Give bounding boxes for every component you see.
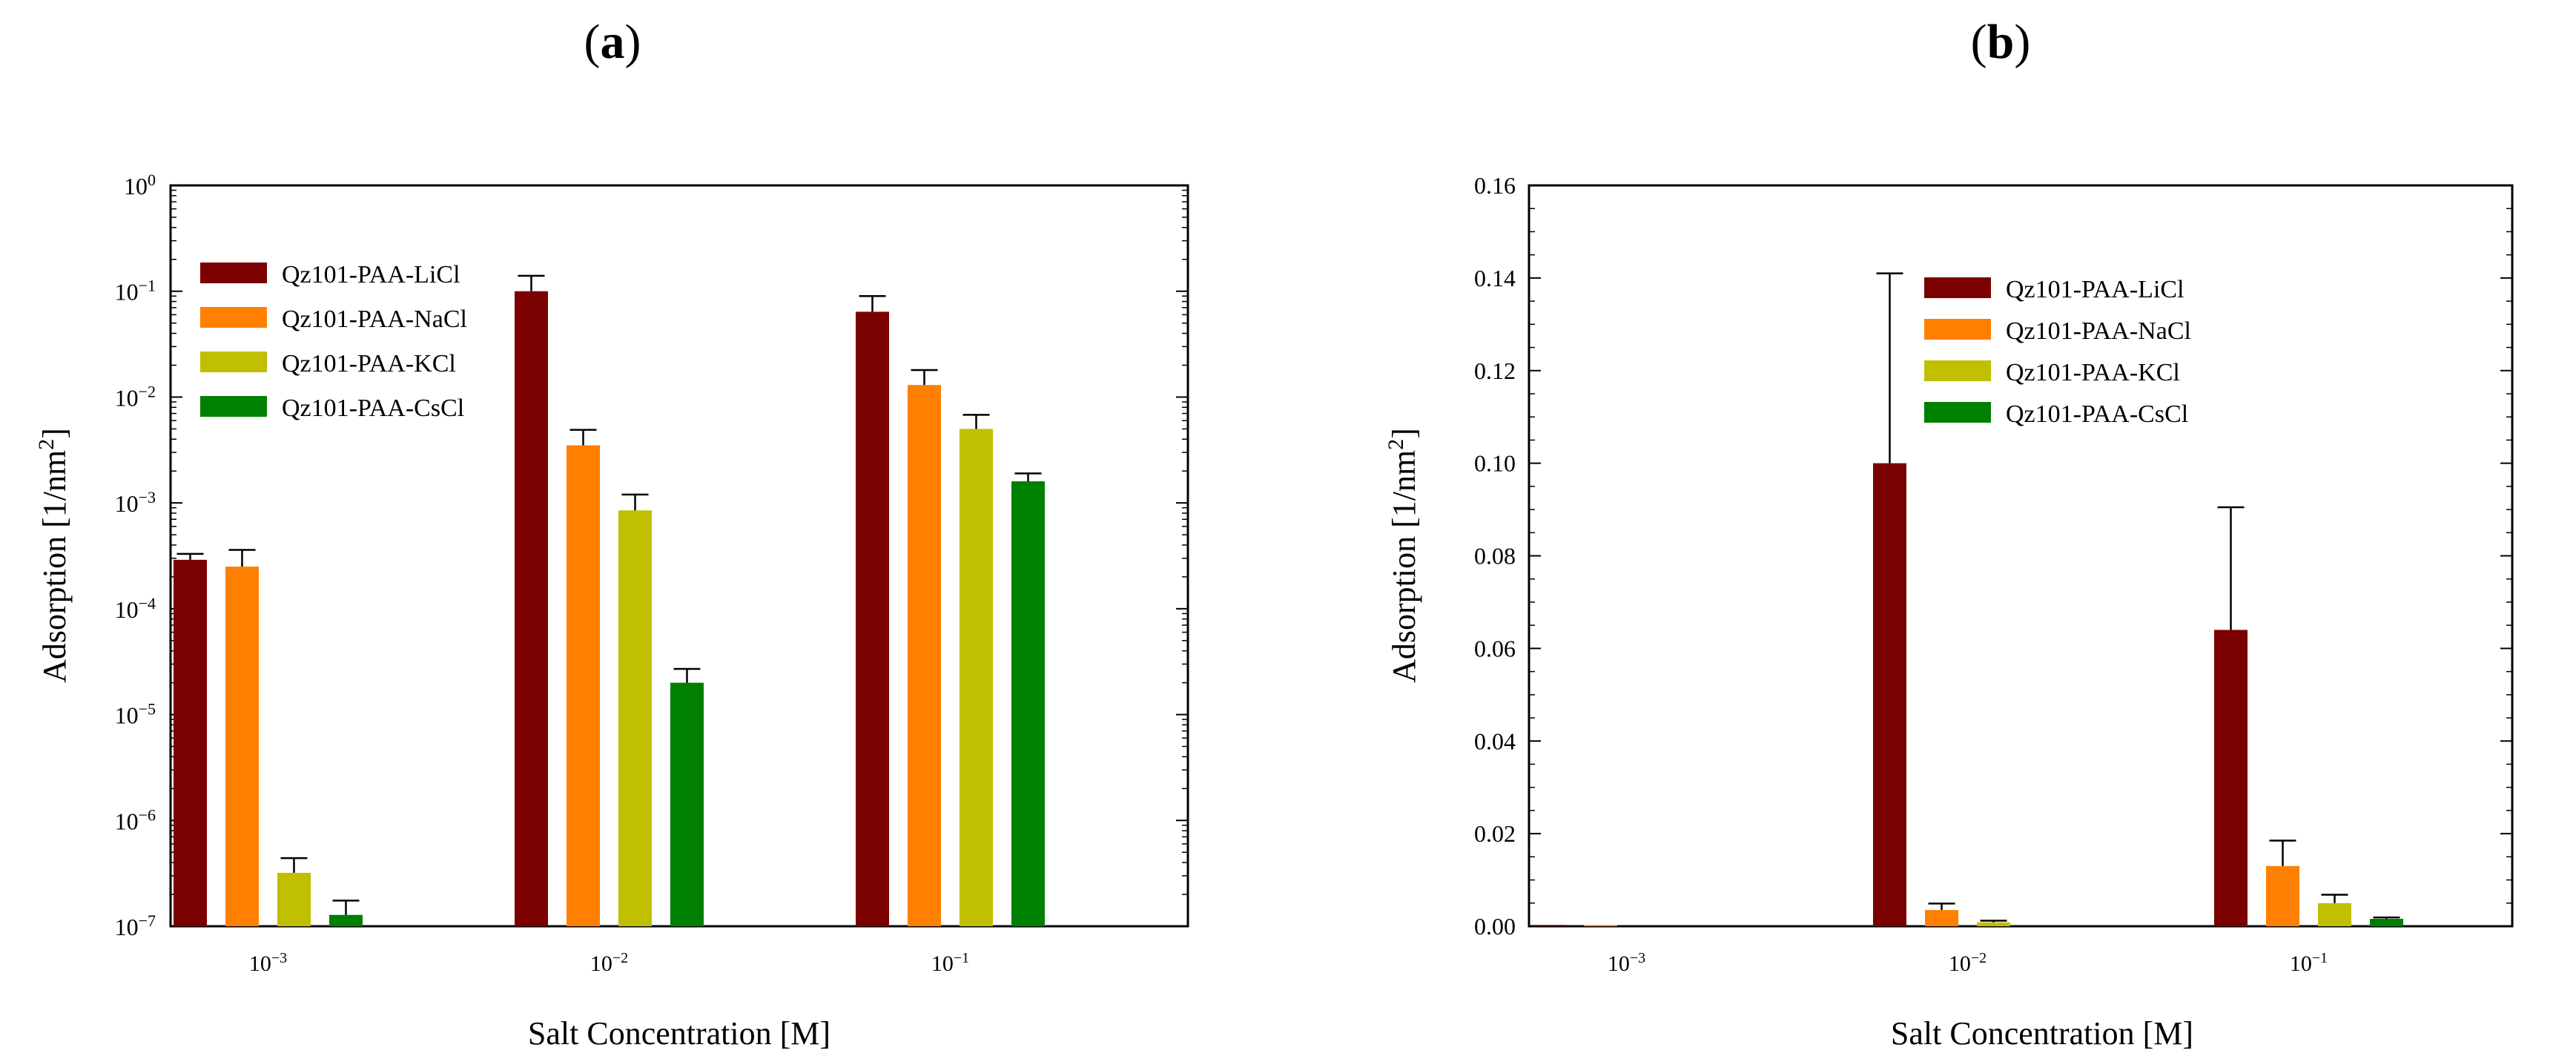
- y-tick-label: 10−3: [115, 488, 156, 518]
- legend-label: Qz101-PAA-KCl: [282, 350, 456, 377]
- x-tick-label: 10−1: [2290, 950, 2328, 976]
- x-tick-label: 10−2: [1949, 950, 1987, 976]
- bar: [2266, 865, 2299, 926]
- bar: [515, 291, 548, 926]
- y-tick-label: 0.14: [1474, 265, 1516, 291]
- panel-a-legend: Qz101-PAA-LiCl Qz101-PAA-NaCl Qz101-PAA-KC…: [200, 261, 467, 422]
- legend-label: Qz101-PAA-CsCl: [2006, 400, 2188, 428]
- x-tick-label: 10−1: [931, 950, 969, 976]
- y-tick-label: 0.12: [1474, 357, 1516, 384]
- panel-a-y-axis-label: Adsorption [1/nm2]: [34, 428, 73, 683]
- y-tick-label: 10−2: [115, 382, 156, 412]
- panel-b-x-axis-label: Salt Concentration [M]: [1891, 1015, 2193, 1052]
- bar: [2214, 630, 2248, 926]
- legend-swatch: [1924, 402, 1991, 423]
- y-tick-label: 100: [124, 171, 156, 200]
- x-tick-label: 10−3: [1608, 950, 1645, 976]
- panel-a-y-ticks: 10−7 10−6 10−5 10−4 10−3 10−2 10−1 100: [115, 171, 1188, 941]
- panel-b-legend: Qz101-PAA-LiCl Qz101-PAA-NaCl Qz101-PAA-KC…: [1924, 276, 2191, 428]
- bar: [225, 567, 259, 926]
- bar: [1925, 910, 1958, 926]
- bar: [618, 510, 652, 926]
- bar: [670, 682, 704, 926]
- y-tick-label: 10−5: [115, 699, 156, 729]
- panel-a-bars: [174, 274, 1045, 926]
- bar: [277, 872, 311, 926]
- legend-swatch: [1924, 360, 1991, 381]
- panel-b-y-ticks: 0.00 0.02 0.04 0.06 0.08 0.10 0.12 0.14 0.16: [1474, 172, 2512, 940]
- bar: [908, 385, 941, 926]
- legend-swatch: [200, 352, 267, 372]
- y-tick-label: 10−7: [115, 911, 156, 941]
- bar: [567, 445, 600, 926]
- bar: [1873, 463, 1906, 926]
- legend-label: Qz101-PAA-NaCl: [282, 306, 467, 333]
- legend-label: Qz101-PAA-LiCl: [2006, 276, 2184, 303]
- panel-b-chart: 0.00 0.02 0.04 0.06 0.08 0.10 0.12 0.14 0.16 10−…: [1384, 172, 2514, 1052]
- y-tick-label: 10−6: [115, 805, 156, 835]
- bar: [2318, 903, 2351, 926]
- legend-swatch: [1924, 319, 1991, 340]
- y-tick-label: 10−1: [115, 276, 156, 306]
- legend-swatch: [200, 396, 267, 417]
- bar: [329, 914, 363, 926]
- panel-b-label: (b): [1971, 15, 2031, 69]
- bar: [2370, 919, 2403, 926]
- panel-a-x-axis-label: Salt Concentration [M]: [528, 1015, 830, 1052]
- panel-b-y-axis-label: Adsorption [1/nm2]: [1384, 428, 1423, 683]
- panel-a-label: (a): [584, 15, 641, 69]
- y-tick-label: 0.06: [1474, 635, 1516, 662]
- x-tick-label: 10−3: [249, 950, 287, 976]
- bar: [1011, 481, 1045, 926]
- y-tick-label: 0.16: [1474, 172, 1516, 199]
- legend-label: Qz101-PAA-KCl: [2006, 359, 2180, 386]
- panel-b-bars: [1532, 272, 2403, 926]
- x-tick-label: 10−2: [590, 950, 628, 976]
- bar: [174, 559, 207, 926]
- legend-label: Qz101-PAA-CsCl: [282, 395, 464, 422]
- y-tick-label: 0.04: [1474, 728, 1516, 754]
- y-tick-label: 0.00: [1474, 913, 1516, 940]
- legend-label: Qz101-PAA-NaCl: [2006, 317, 2191, 345]
- bar: [960, 429, 993, 926]
- panel-b-x-ticks: 10−3 10−2 10−1: [1608, 950, 2328, 976]
- bar: [856, 311, 889, 926]
- panel-a-chart: 10−7 10−6 10−5 10−4 10−3 10−2 10−1 100 10−3 10−2…: [34, 171, 1189, 1052]
- bar: [1584, 925, 1617, 926]
- legend-label: Qz101-PAA-LiCl: [282, 261, 460, 288]
- legend-swatch: [200, 263, 267, 283]
- legend-swatch: [1924, 277, 1991, 298]
- y-tick-label: 10−4: [115, 593, 156, 623]
- legend-swatch: [200, 307, 267, 328]
- y-tick-label: 0.10: [1474, 450, 1516, 477]
- y-tick-label: 0.02: [1474, 820, 1516, 847]
- y-tick-label: 0.08: [1474, 543, 1516, 570]
- bar: [1532, 925, 1565, 926]
- bar: [1977, 922, 2010, 926]
- panel-a-x-ticks: 10−3 10−2 10−1: [249, 950, 969, 976]
